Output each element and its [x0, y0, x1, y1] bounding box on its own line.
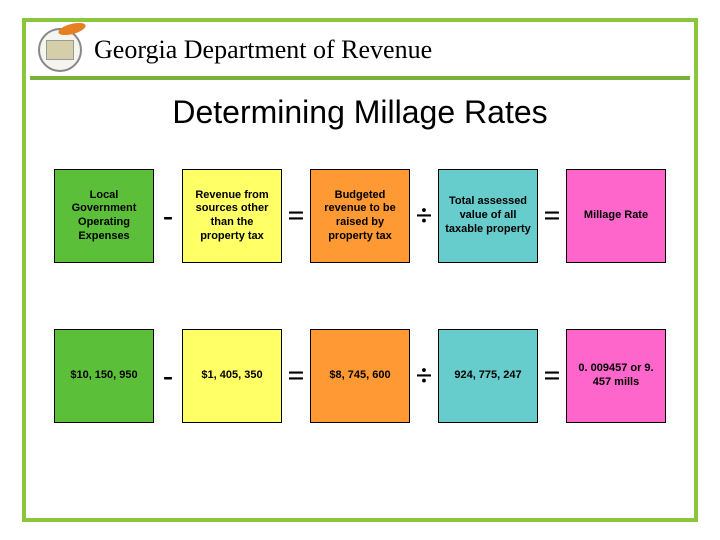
department-title: Georgia Department of Revenue [94, 35, 432, 65]
page-title: Determining Millage Rates [26, 94, 694, 131]
header-rule [30, 76, 690, 80]
box-other-revenue-label: Revenue from sources other than the prop… [182, 169, 282, 263]
box-millage-label: Millage Rate [566, 169, 666, 263]
formula-grid: Local Government Operating Expenses - Re… [54, 169, 666, 423]
box-budgeted-label: Budgeted revenue to be raised by propert… [310, 169, 410, 263]
box-expenses-label: Local Government Operating Expenses [54, 169, 154, 263]
op-minus-2: - [154, 359, 182, 393]
op-equals-1: = [282, 199, 310, 233]
box-assessed-value: 924, 775, 247 [438, 329, 538, 423]
op-divide-2: ÷ [410, 359, 438, 393]
state-seal-icon [38, 28, 82, 72]
op-equals-2: = [538, 199, 566, 233]
box-budgeted-value: $8, 745, 600 [310, 329, 410, 423]
slide-frame: Georgia Department of Revenue Determinin… [22, 18, 698, 522]
op-divide-1: ÷ [410, 199, 438, 233]
orange-swoosh-icon [57, 21, 87, 38]
op-equals-3: = [282, 359, 310, 393]
box-millage-value: 0. 009457 or 9. 457 mills [566, 329, 666, 423]
box-expenses-value: $10, 150, 950 [54, 329, 154, 423]
box-assessed-label: Total assessed value of all taxable prop… [438, 169, 538, 263]
op-equals-4: = [538, 359, 566, 393]
op-minus-1: - [154, 199, 182, 233]
header: Georgia Department of Revenue [26, 22, 694, 74]
box-other-revenue-value: $1, 405, 350 [182, 329, 282, 423]
